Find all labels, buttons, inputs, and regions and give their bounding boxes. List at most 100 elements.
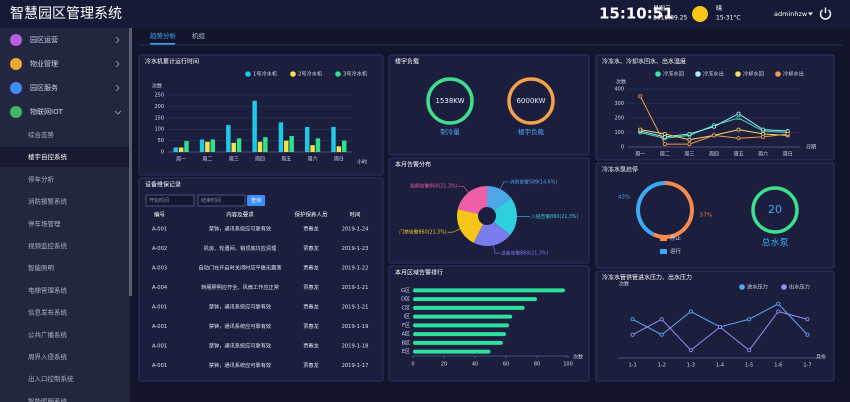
y-tick-label: D区: [401, 297, 410, 303]
submenu-item[interactable]: 楼宇自控系统: [28, 152, 68, 161]
table-cell: A-001: [152, 344, 167, 350]
total-label: 总水泵: [761, 237, 788, 249]
point: [687, 137, 692, 142]
submenu-item[interactable]: 出入口控制系统: [28, 374, 74, 383]
point: [659, 317, 664, 322]
user-dropdown[interactable]: [808, 12, 813, 16]
point: [747, 317, 752, 322]
total-value: 20: [768, 203, 782, 216]
legend-label: 进水压力: [747, 283, 768, 291]
point: [687, 131, 692, 136]
submenu-item[interactable]: 公共广播系统: [28, 330, 68, 339]
query-label[interactable]: 查询: [251, 197, 261, 204]
submenu-item[interactable]: 停车场管理: [28, 219, 61, 228]
axis-label: 日期: [806, 145, 816, 151]
weather: 晴: [716, 5, 722, 13]
bar: [173, 147, 179, 152]
power-button[interactable]: [819, 7, 832, 20]
sun-icon: [692, 6, 708, 22]
table-cell: A-001: [152, 305, 167, 311]
menu-item[interactable]: 园区服务: [30, 83, 58, 92]
bar: [310, 145, 315, 152]
x-tick-label: 周二: [660, 152, 670, 158]
point: [736, 127, 741, 132]
bar: [199, 139, 205, 152]
submenu-item[interactable]: 智能照明系统: [28, 396, 68, 402]
point: [736, 111, 741, 116]
donut-segment: [636, 181, 665, 237]
bar: [236, 138, 242, 152]
legend-marker: [655, 71, 661, 77]
sidebar-scrollbar[interactable]: [129, 28, 132, 296]
submenu-item[interactable]: 周界入侵系统: [28, 352, 68, 361]
tab[interactable]: 趋势分析: [150, 31, 177, 40]
legend-label: 冷却水出: [783, 70, 804, 78]
panel: [138, 177, 384, 382]
table-cell: A-001: [152, 363, 167, 369]
submenu-item[interactable]: 智能照明: [28, 263, 55, 272]
panel: [595, 270, 835, 382]
leader-line: [500, 181, 509, 190]
axis-label: 次数: [619, 281, 629, 288]
gauge-value: 6000KW: [516, 97, 545, 105]
legend-marker: [735, 71, 741, 77]
segment-label: 43%: [618, 194, 630, 200]
end-input[interactable]: [197, 194, 246, 207]
y-tick-label: A区: [402, 332, 410, 338]
y-tick-label: E区: [402, 349, 410, 355]
y-tick-label: B区: [402, 340, 410, 346]
submenu-item[interactable]: 综合态势: [28, 130, 55, 139]
table-cell: A-002: [152, 246, 167, 252]
submenu-item[interactable]: 停车分析: [28, 174, 55, 183]
x-tick-label: 40: [472, 362, 478, 368]
table-cell: 2019-1-24: [342, 227, 370, 233]
table-cell: 贾春龙: [303, 342, 319, 350]
bar: [289, 136, 294, 152]
x-tick-label: 周日: [783, 152, 793, 158]
total-ring: [751, 186, 799, 234]
point: [736, 136, 741, 141]
slice: [487, 186, 511, 211]
y-tick-label: 0: [161, 150, 164, 156]
submenu-item[interactable]: 视频监控系统: [28, 241, 68, 250]
y-tick-label: 200: [154, 104, 164, 110]
bar: [210, 139, 216, 152]
bar: [184, 141, 189, 152]
axis-label: 次数: [573, 354, 583, 361]
point: [805, 332, 810, 337]
menu-item[interactable]: 园区运营: [30, 35, 58, 44]
x-tick-label: 0: [411, 362, 414, 368]
menu-item[interactable]: 物联网IOT: [30, 107, 64, 116]
table-cell: 贾春龙: [303, 322, 319, 330]
header-bar: [0, 0, 850, 28]
bar: [231, 142, 236, 152]
legend-marker: [335, 71, 341, 77]
tab[interactable]: 机组: [192, 31, 206, 40]
point: [662, 131, 667, 136]
panel: [595, 162, 835, 269]
table-cell: 2019-1-22: [342, 266, 369, 272]
table-cell: 贾春龙: [303, 283, 319, 291]
submenu-item[interactable]: 消防报警系统: [28, 197, 68, 206]
slice: [493, 197, 517, 236]
point: [736, 116, 741, 121]
legend-marker: [781, 284, 787, 290]
point: [747, 348, 752, 353]
table-cell: 禁钟，通讯系统应可靠有效: [209, 225, 272, 233]
query-button[interactable]: [247, 195, 265, 206]
temperature: 15-31°C: [716, 15, 741, 22]
panel-title: 冷冻水泵启停: [602, 166, 638, 174]
legend-label: 3号冷水机: [343, 70, 368, 78]
start-input[interactable]: [145, 194, 195, 207]
x-tick-label: 周四: [255, 157, 265, 163]
user-name[interactable]: adminhzw: [774, 10, 808, 18]
submenu-item[interactable]: 信息发布系统: [28, 308, 68, 317]
panel: [388, 157, 590, 264]
legend-marker: [660, 249, 667, 254]
x-tick-label: 周二: [202, 157, 212, 163]
legend-label: 停止: [670, 234, 682, 242]
menu-item[interactable]: 物业管理: [30, 59, 58, 68]
submenu-item[interactable]: 电梯管理系统: [28, 285, 68, 294]
gauge-ring: [507, 77, 555, 125]
x-tick-label: 1-3: [687, 363, 695, 369]
